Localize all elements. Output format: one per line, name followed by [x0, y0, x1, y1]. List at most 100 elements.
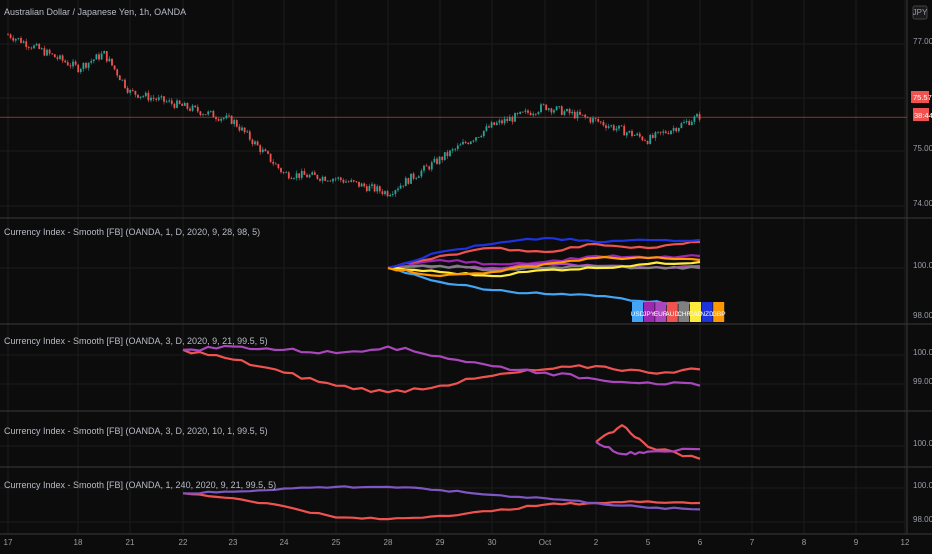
candle-body: [641, 136, 644, 141]
currency-badge-box[interactable]: [912, 5, 928, 20]
candle-body: [233, 120, 236, 124]
candle-body: [607, 126, 610, 128]
candle-body: [170, 100, 173, 104]
legend-label-chf: CHF: [677, 311, 690, 318]
candle-body: [633, 135, 636, 136]
candle-body: [295, 173, 298, 179]
series-line-usd: [387, 266, 701, 306]
x-tick-label: 5: [646, 538, 651, 547]
candle-body: [586, 117, 589, 118]
candle-body: [670, 130, 672, 135]
candle-body: [355, 181, 358, 183]
x-tick-label: 28: [384, 538, 393, 547]
candle-body: [675, 128, 678, 132]
candle-body: [482, 130, 485, 137]
candle-body: [74, 61, 77, 65]
candle-body: [324, 176, 327, 181]
candle-body: [61, 55, 64, 61]
currency-badge[interactable]: JPY: [913, 8, 928, 17]
candle-body: [628, 130, 631, 133]
y-tick: 100.000: [913, 261, 932, 270]
candle-body: [599, 121, 602, 123]
series-line-pane2-0: [182, 348, 701, 394]
candle-body: [77, 64, 80, 73]
candle-body: [501, 120, 503, 124]
x-tick-label: 23: [229, 538, 238, 547]
candle-body: [14, 38, 17, 41]
candle-body: [654, 132, 657, 138]
candle-body: [657, 131, 659, 133]
candle-body: [399, 185, 402, 189]
candle-body: [259, 145, 262, 153]
x-tick-label: 24: [280, 538, 289, 547]
candle-body: [662, 131, 665, 133]
candle-body: [428, 166, 431, 170]
x-tick-label: 18: [74, 538, 83, 547]
candle-body: [181, 103, 184, 106]
candle-body: [306, 174, 308, 178]
candle-body: [636, 133, 639, 136]
candle-body: [527, 110, 529, 113]
candle-body: [79, 68, 82, 73]
pane-separators: [0, 0, 932, 535]
candle-body: [464, 141, 467, 143]
candle-body: [677, 127, 680, 132]
candle-body: [698, 114, 701, 120]
candle-body: [342, 180, 345, 183]
series-line-pane2-1: [182, 344, 701, 387]
candle-body: [534, 113, 537, 115]
x-tick-label: 9: [854, 538, 859, 547]
candle-body: [298, 173, 301, 178]
candle-body: [280, 168, 282, 173]
candle-body: [602, 121, 605, 126]
candle-body: [412, 173, 415, 179]
candle-body: [664, 131, 667, 134]
x-tick-label: 2: [594, 538, 599, 547]
y-tick: 100.000: [913, 348, 932, 357]
candle-body: [441, 156, 444, 160]
pane-2-title: Currency Index - Smooth [FB] (OANDA, 1, …: [4, 227, 260, 237]
x-tick-label: Oct: [539, 538, 552, 547]
candle-body: [124, 79, 126, 88]
candle-body: [173, 103, 176, 108]
candle-body: [462, 141, 464, 145]
candle-body: [571, 111, 574, 114]
candle-body: [7, 34, 9, 36]
candle-body: [542, 104, 545, 106]
candle-body: [584, 114, 587, 118]
pane-3-title: Currency Index - Smooth [FB] (OANDA, 3, …: [4, 336, 268, 346]
candle-body: [612, 125, 615, 131]
candle-body: [514, 113, 516, 122]
candle-body: [69, 65, 72, 67]
legend-label-aud: AUD: [665, 311, 679, 318]
candle-body: [30, 47, 33, 49]
candle-body: [360, 183, 363, 187]
x-tick-label: 22: [179, 538, 188, 547]
candle-body: [529, 112, 532, 116]
candle-body: [150, 97, 152, 101]
candle-body: [581, 114, 584, 116]
candle-body: [142, 96, 145, 97]
pane-5-title: Currency Index - Smooth [FB] (OANDA, 1, …: [4, 480, 276, 490]
candle-body: [420, 170, 423, 177]
candle-body: [209, 110, 212, 112]
candle-body: [540, 104, 542, 113]
candle-body: [311, 172, 314, 175]
x-tick-label: 6: [698, 538, 703, 547]
candle-body: [222, 118, 225, 120]
series-line-cad: [388, 260, 701, 278]
series-line-pane3-1: [595, 441, 701, 456]
candle-body: [683, 122, 685, 124]
candle-body: [358, 181, 360, 187]
candle-body: [550, 108, 553, 113]
x-tick-label: 30: [488, 538, 497, 547]
candle-body: [17, 38, 20, 39]
candle-body: [667, 133, 670, 135]
symbol-title: Australian Dollar / Japanese Yen, 1h, OA…: [4, 7, 186, 17]
candle-body: [459, 144, 462, 146]
candle-body: [680, 123, 683, 128]
candle-body: [121, 79, 124, 81]
